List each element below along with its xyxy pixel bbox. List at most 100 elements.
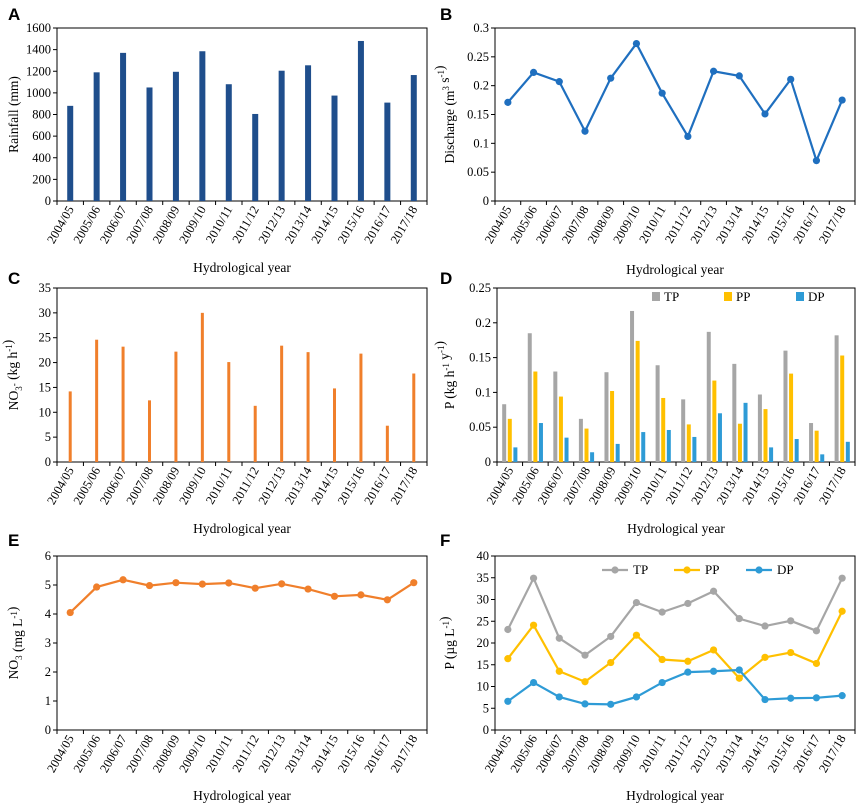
y-tick-label: 6 [45, 549, 51, 563]
bar [280, 345, 284, 462]
bar-dp [743, 402, 748, 462]
bar [95, 339, 99, 462]
bar-dp [564, 437, 569, 462]
data-point-pp [632, 631, 641, 639]
bar-tp [502, 404, 507, 462]
data-point-discharge [684, 132, 692, 141]
y-tick-label: 1400 [26, 43, 51, 57]
panel-b: B00.050.10.150.20.250.32004/052005/06200… [432, 5, 856, 277]
panel-f: F05101520253035402004/052005/062006/0720… [437, 531, 856, 803]
bar-pp [507, 418, 512, 462]
bar-dp [794, 439, 799, 462]
data-point-no3 [225, 579, 233, 587]
y-tick-label: 0.2 [475, 316, 491, 330]
data-point-pp [555, 667, 563, 675]
data-point-discharge [709, 67, 718, 75]
panel-letter: C [8, 269, 20, 288]
panel-e: E01234562004/052005/062006/072007/082008… [5, 531, 428, 803]
y-tick-label: 35 [39, 281, 52, 295]
plot-frame [494, 555, 856, 731]
data-point-no3 [278, 580, 286, 588]
bar-tp [578, 418, 583, 462]
y-tick-label: 35 [477, 571, 490, 585]
data-point-tp [581, 651, 589, 659]
data-point-no3 [383, 596, 391, 604]
bar [225, 84, 232, 201]
bar-pp [533, 371, 538, 462]
x-axis-label: Hydrological year [627, 521, 725, 536]
data-point-dp [709, 667, 718, 675]
y-tick-label: 30 [477, 593, 490, 607]
data-point-no3 [66, 608, 74, 617]
bar [172, 71, 179, 202]
y-tick-label: 10 [477, 680, 490, 694]
data-point-tp [555, 634, 563, 642]
data-point-dp [607, 700, 615, 708]
data-point-tp [812, 627, 821, 635]
data-point-discharge [812, 157, 821, 165]
y-axis-label: P (kg h-1 y-1) [432, 341, 457, 409]
y-tick-label: 0 [485, 455, 491, 469]
y-tick-label: 0.3 [473, 21, 489, 35]
y-tick-label: 25 [39, 331, 52, 345]
y-tick-label: 1600 [26, 21, 51, 35]
bar-tp [681, 399, 686, 462]
data-point-tp [709, 587, 718, 595]
panel-letter: D [440, 269, 452, 288]
plot-frame [56, 287, 428, 463]
bar-pp [763, 409, 768, 462]
bar-pp [661, 397, 666, 462]
x-axis-label: Hydrological year [626, 262, 724, 277]
bar [278, 70, 285, 201]
x-axis-label: Hydrological year [193, 788, 291, 803]
y-tick-label: 0.2 [473, 79, 489, 93]
data-point-discharge [581, 127, 589, 135]
y-axis-label: NO3- (kg h-1) [0, 340, 24, 411]
legend-label-dp: DP [777, 562, 794, 577]
y-axis-label: NO3 (mg L-1) [5, 607, 25, 680]
y-axis-label: Discharge (m3 s-1) [432, 66, 457, 164]
bar [412, 373, 416, 462]
legend-label-pp: PP [736, 289, 750, 304]
series-line-dp [507, 668, 843, 706]
data-point-tp [529, 574, 538, 582]
bar-pp [584, 428, 589, 462]
bar [121, 346, 125, 462]
bar-dp [717, 413, 722, 462]
data-point-discharge [607, 74, 615, 82]
bar-tp [706, 331, 711, 462]
y-tick-label: 3 [45, 636, 51, 650]
y-tick-label: 0.05 [469, 420, 491, 434]
y-tick-label: 0.15 [467, 108, 489, 122]
x-axis-label: Hydrological year [626, 788, 724, 803]
data-point-no3 [93, 583, 101, 591]
data-point-pp [709, 646, 718, 654]
y-tick-label: 800 [32, 108, 51, 122]
y-tick-label: 200 [32, 172, 51, 186]
bar [174, 351, 178, 462]
y-tick-label: 10 [39, 405, 52, 419]
bar [357, 40, 364, 201]
bar-dp [692, 436, 697, 462]
bar-tp [604, 372, 609, 462]
bar-pp [814, 430, 819, 462]
panel-letter: E [8, 531, 19, 550]
data-point-tp [787, 617, 795, 625]
y-axis-label: Rainfall (mm) [6, 76, 21, 153]
bar [385, 425, 389, 462]
data-point-no3 [330, 592, 339, 600]
bar-tp [834, 335, 839, 462]
y-tick-label: 5 [45, 430, 51, 444]
y-tick-label: 1 [45, 694, 51, 708]
y-tick-label: 0 [45, 723, 51, 737]
bar [200, 312, 204, 462]
y-tick-label: 0.25 [469, 281, 491, 295]
bar-pp [610, 391, 615, 462]
y-tick-label: 0 [483, 723, 489, 737]
bar-tp [630, 310, 635, 462]
data-point-dp [658, 678, 666, 687]
data-point-pp [812, 659, 821, 668]
data-point-tp [735, 615, 743, 623]
data-point-tp [658, 608, 666, 616]
data-point-dp [581, 700, 589, 708]
